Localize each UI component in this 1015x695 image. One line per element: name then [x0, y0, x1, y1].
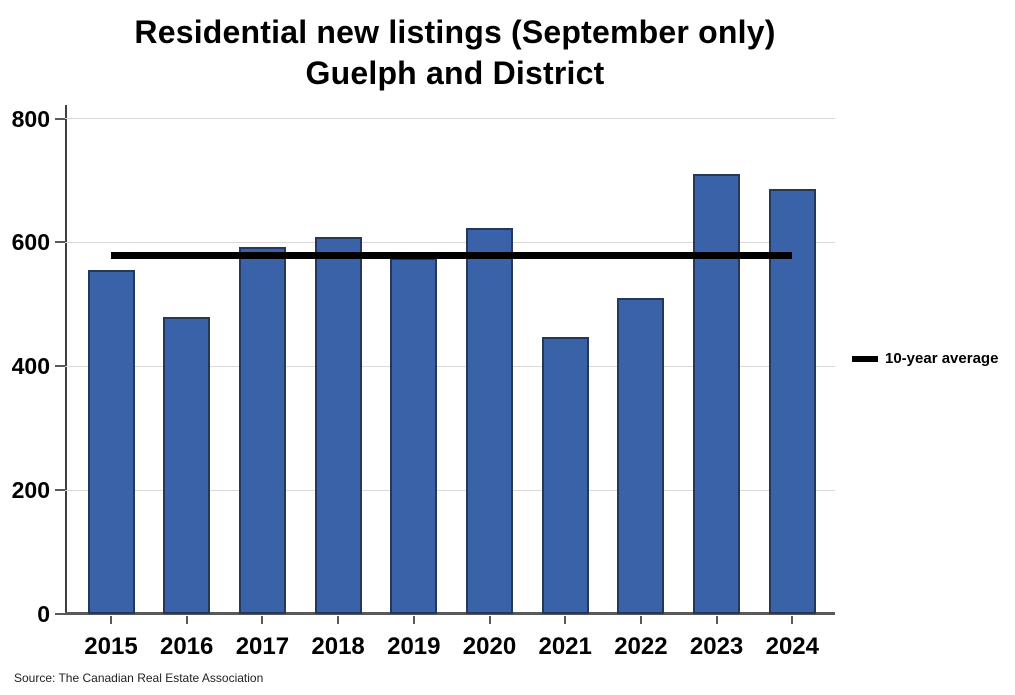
x-tick-label-2023: 2023 [689, 633, 744, 660]
y-tick-label-400: 400 [11, 353, 50, 380]
chart-title-line1: Residential new listings (September only… [134, 14, 776, 50]
bar-2017 [238, 247, 286, 614]
gridline-400 [65, 365, 835, 367]
average-line [111, 251, 793, 259]
y-tick-400 [55, 365, 65, 368]
x-tick-2016 [185, 616, 188, 624]
y-axis-line [65, 105, 67, 614]
x-tick-2021 [564, 616, 567, 624]
x-tick-label-2019: 2019 [387, 633, 441, 660]
y-tick-label-200: 200 [11, 477, 50, 504]
bar-2016 [163, 316, 211, 614]
bar-2018 [314, 237, 362, 614]
x-tick-label-2015: 2015 [84, 633, 138, 660]
x-tick-label-2017: 2017 [235, 633, 290, 660]
y-tick-label-800: 800 [11, 105, 50, 132]
chart-title: Residential new listings (September only… [0, 12, 910, 94]
legend-line-swatch [852, 355, 878, 362]
x-tick-2023 [715, 616, 718, 624]
x-tick-2015 [110, 616, 112, 624]
bar-2020 [466, 227, 513, 614]
y-tick-200 [55, 489, 65, 492]
y-tick-label-0: 0 [37, 601, 50, 627]
bar-2022 [617, 297, 665, 614]
bar-2023 [693, 173, 741, 614]
bar-2019 [390, 258, 438, 614]
chart-title-line2: Guelph and District [305, 55, 605, 91]
x-tick-label-2022: 2022 [614, 633, 668, 660]
x-tick-2022 [639, 616, 642, 624]
x-tick-label-2021: 2021 [538, 633, 592, 660]
y-tick-label-600: 600 [11, 229, 50, 256]
x-tick-2024 [791, 616, 794, 624]
y-tick-600 [55, 241, 65, 244]
x-tick-label-2020: 2020 [462, 633, 517, 660]
legend-label: 10-year average [885, 350, 999, 367]
y-tick-0 [55, 613, 65, 615]
bar-2024 [768, 189, 816, 614]
x-tick-label-2016: 2016 [159, 633, 214, 660]
gridline-800 [65, 118, 835, 119]
x-tick-label-2018: 2018 [311, 633, 365, 660]
x-tick-2019 [412, 616, 415, 624]
plot-area [65, 105, 835, 615]
bar-2021 [541, 336, 589, 614]
x-axis-line [65, 612, 835, 615]
x-tick-label-2024: 2024 [765, 633, 819, 660]
gridline-600 [65, 241, 835, 243]
gridline-200 [65, 489, 835, 491]
x-tick-2017 [261, 616, 264, 624]
legend: 10-year average [852, 350, 998, 367]
x-tick-2018 [337, 616, 340, 624]
bar-2015 [87, 269, 135, 614]
y-tick-800 [55, 117, 65, 120]
source-note: Source: The Canadian Real Estate Associa… [14, 671, 264, 685]
x-tick-2020 [488, 616, 491, 624]
